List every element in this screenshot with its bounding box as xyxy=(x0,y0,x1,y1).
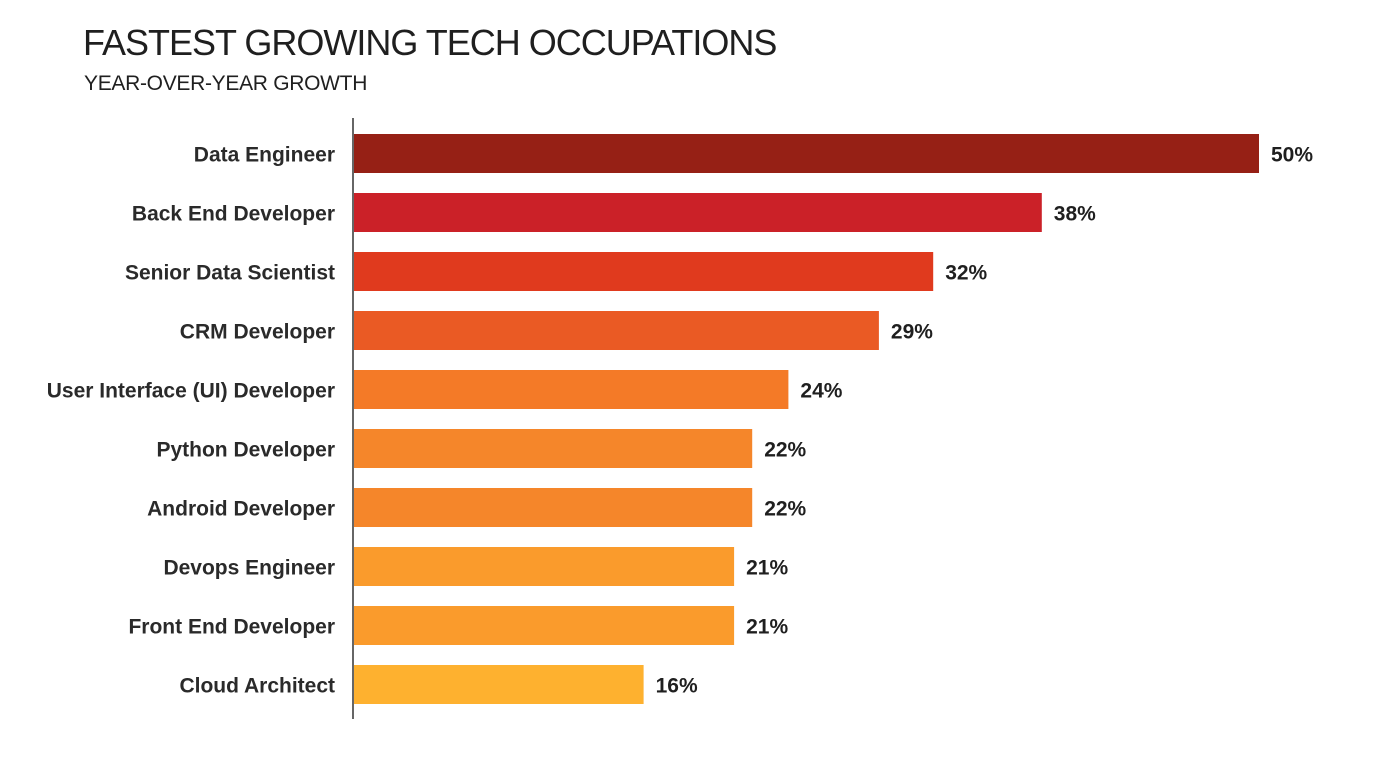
bar-front-end-developer xyxy=(354,606,735,645)
value-label: 16% xyxy=(656,675,698,698)
bar-back-end-developer xyxy=(354,193,1042,232)
chart-subtitle: YEAR-OVER-YEAR GROWTH xyxy=(84,72,368,95)
value-labels-group: 50% 38% 32% 29% 24% 22% 22% 21% 21% 16% xyxy=(656,144,1314,698)
value-label: 50% xyxy=(1271,144,1313,167)
category-label: Android Developer xyxy=(147,498,335,521)
bar-devops-engineer xyxy=(354,547,735,586)
bar-user-interface-ui-developer xyxy=(354,370,789,409)
bars-group xyxy=(354,134,1259,704)
category-label: Devops Engineer xyxy=(163,557,335,580)
value-label: 22% xyxy=(764,498,806,521)
category-labels-group: Data Engineer Back End Developer Senior Da… xyxy=(47,144,335,698)
category-label: Data Engineer xyxy=(194,144,335,167)
bar-data-engineer xyxy=(354,134,1259,173)
category-label: Back End Developer xyxy=(132,203,335,226)
category-label: Cloud Architect xyxy=(179,675,335,698)
chart-title: FASTEST GROWING TECH OCCUPATIONS xyxy=(83,22,777,63)
category-label: User Interface (UI) Developer xyxy=(47,380,335,403)
bar-senior-data-scientist xyxy=(354,252,934,291)
bar-python-developer xyxy=(354,429,753,468)
category-label: CRM Developer xyxy=(180,321,335,344)
value-label: 21% xyxy=(746,616,788,639)
bar-android-developer xyxy=(354,488,753,527)
bar-crm-developer xyxy=(354,311,879,350)
category-label: Senior Data Scientist xyxy=(125,262,335,285)
category-label: Front End Developer xyxy=(128,616,335,639)
value-label: 24% xyxy=(800,380,842,403)
value-label: 32% xyxy=(945,262,987,285)
value-label: 22% xyxy=(764,439,806,462)
value-label: 21% xyxy=(746,557,788,580)
value-label: 38% xyxy=(1054,203,1096,226)
bar-cloud-architect xyxy=(354,665,644,704)
category-label: Python Developer xyxy=(156,439,335,462)
value-label: 29% xyxy=(891,321,933,344)
